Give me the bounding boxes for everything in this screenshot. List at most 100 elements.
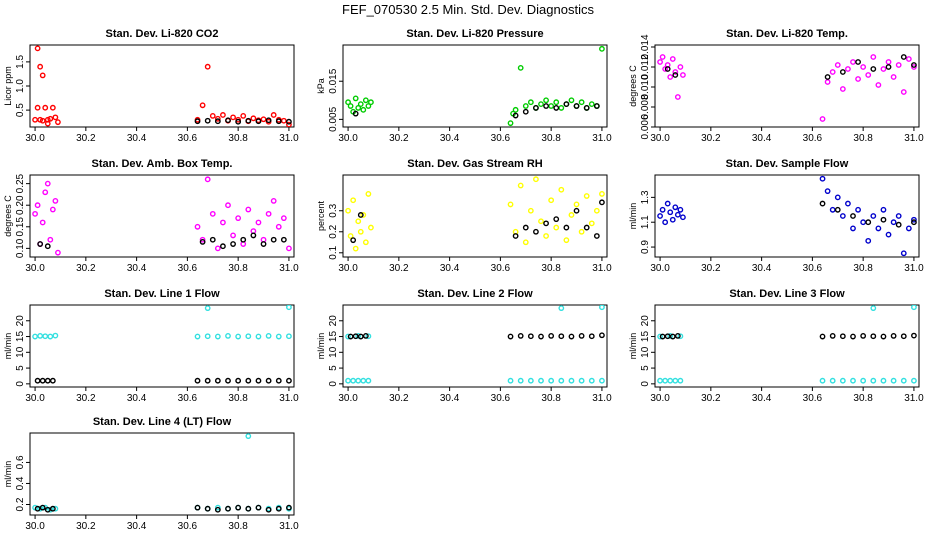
y-axis-label: ml/min: [628, 333, 638, 360]
data-point-raw: [568, 377, 575, 384]
x-tick-label: 31.0: [279, 393, 299, 404]
y-tick-label: 15: [640, 331, 651, 343]
data-point-raw: [588, 220, 595, 227]
data-point-diagnostic: [245, 505, 252, 512]
data-point-diagnostic: [280, 236, 287, 243]
data-point-raw: [890, 377, 897, 384]
data-point-raw: [558, 105, 565, 111]
data-points: [657, 305, 917, 384]
data-point-raw: [573, 201, 580, 208]
data-point-raw: [829, 377, 836, 384]
panel-title: Stan. Dev. Line 2 Flow: [417, 288, 533, 300]
x-tick-label: 30.8: [228, 521, 248, 532]
data-point-diagnostic: [230, 241, 236, 247]
data-point-raw: [245, 206, 252, 213]
y-tick-label: 0.2: [328, 224, 339, 238]
y-tick-label: 0.6: [15, 455, 26, 469]
data-point-raw: [677, 64, 684, 70]
data-point-diagnostic: [44, 377, 51, 384]
y-tick-label: 0.008: [640, 94, 651, 119]
data-point-diagnostic: [517, 333, 524, 339]
data-point-raw: [890, 74, 897, 80]
data-point-raw: [345, 99, 351, 106]
data-point-diagnostic: [895, 221, 902, 228]
data-point-raw: [905, 225, 912, 232]
data-point-raw: [55, 119, 61, 126]
y-tick-label: 0.015: [328, 68, 339, 93]
data-point-raw: [52, 114, 59, 121]
data-point-diagnostic: [543, 103, 549, 109]
data-point-raw: [900, 250, 907, 257]
y-tick-label: 0.9: [640, 240, 651, 254]
x-tick-label: 30.2: [701, 133, 721, 144]
data-point-raw: [850, 225, 856, 232]
data-point-raw: [667, 377, 674, 384]
data-point-raw: [538, 377, 544, 384]
data-point-raw: [568, 212, 575, 218]
data-point-raw: [558, 305, 565, 312]
data-point-diagnostic: [275, 505, 282, 512]
data-point-diagnostic: [672, 72, 679, 78]
data-point-raw: [235, 333, 242, 340]
data-point-raw: [44, 180, 51, 187]
data-point-raw: [275, 333, 282, 340]
data-point-diagnostic: [533, 105, 539, 111]
data-point-raw: [674, 211, 681, 218]
data-point-raw: [362, 97, 369, 104]
x-tick-label: 30.2: [76, 393, 96, 404]
panel-li-820-co2: Stan. Dev. Li-820 CO2 30.0 30.2 30.4 30.6 30.…: [3, 28, 299, 144]
data-point-raw: [850, 59, 856, 65]
y-tick-label: 10: [328, 346, 339, 358]
x-tick-label: 30.6: [178, 521, 198, 532]
panel-grid: Stan. Dev. Li-820 CO2 30.0 30.2 30.4 30.6 30.…: [3, 28, 924, 532]
data-point-raw: [204, 305, 211, 312]
data-point-raw: [286, 245, 292, 252]
data-point-raw: [260, 116, 267, 123]
data-point-raw: [209, 113, 216, 119]
data-point-raw: [824, 79, 831, 85]
data-point-raw: [360, 106, 367, 113]
data-point-raw: [839, 213, 846, 219]
data-point-diagnostic: [538, 333, 544, 340]
data-point-raw: [880, 206, 887, 213]
data-point-raw: [657, 333, 663, 340]
data-point-raw: [677, 333, 684, 340]
data-point-diagnostic: [870, 66, 877, 72]
data-point-raw: [214, 333, 221, 340]
y-tick-label: 0: [15, 381, 26, 387]
data-point-raw: [34, 104, 41, 111]
data-point-diagnostic: [260, 241, 267, 247]
data-point-raw: [355, 377, 362, 384]
data-point-diagnostic: [664, 66, 671, 72]
data-point-raw: [42, 104, 49, 111]
data-point-raw: [357, 228, 364, 235]
data-point-raw: [885, 231, 892, 238]
data-point-raw: [677, 206, 684, 213]
data-point-diagnostic: [880, 333, 887, 340]
data-point-diagnostic: [553, 105, 560, 111]
data-point-raw: [895, 62, 902, 68]
panel-li-820-pressure: Stan. Dev. Li-820 Pressure 30.0 30.2 30.4 30…: [316, 28, 612, 144]
y-axis-label: percent: [316, 200, 326, 231]
data-point-raw: [553, 224, 560, 231]
panel-line-1-flow: Stan. Dev. Line 1 Flow 30.0 30.2 30.4 30.6 30…: [3, 288, 299, 404]
data-point-diagnostic: [865, 219, 872, 226]
data-point-raw: [275, 223, 282, 230]
data-point-diagnostic: [911, 219, 917, 226]
data-point-raw: [255, 219, 262, 226]
data-point-raw: [860, 377, 867, 384]
data-point-raw: [345, 377, 351, 384]
panel-gas-stream-rh: Stan. Dev. Gas Stream RH 30.0 30.2 30.4 30.6…: [316, 158, 612, 274]
plot-frame: [29, 432, 295, 516]
data-point-diagnostic: [235, 377, 242, 384]
x-tick-label: 30.0: [25, 263, 45, 274]
y-tick-label: 1.3: [640, 190, 651, 204]
data-point-raw: [235, 215, 242, 222]
data-point-diagnostic: [512, 112, 519, 119]
data-point-diagnostic: [286, 377, 292, 384]
x-tick-label: 30.6: [491, 393, 511, 404]
y-tick-label: 0.3: [328, 203, 339, 217]
x-tick-label: 30.2: [389, 263, 409, 274]
panel-line-3-flow: Stan. Dev. Line 3 Flow 30.0 30.2 30.4 30.6 30…: [628, 288, 924, 404]
y-tick-label: 0.5: [15, 103, 26, 117]
